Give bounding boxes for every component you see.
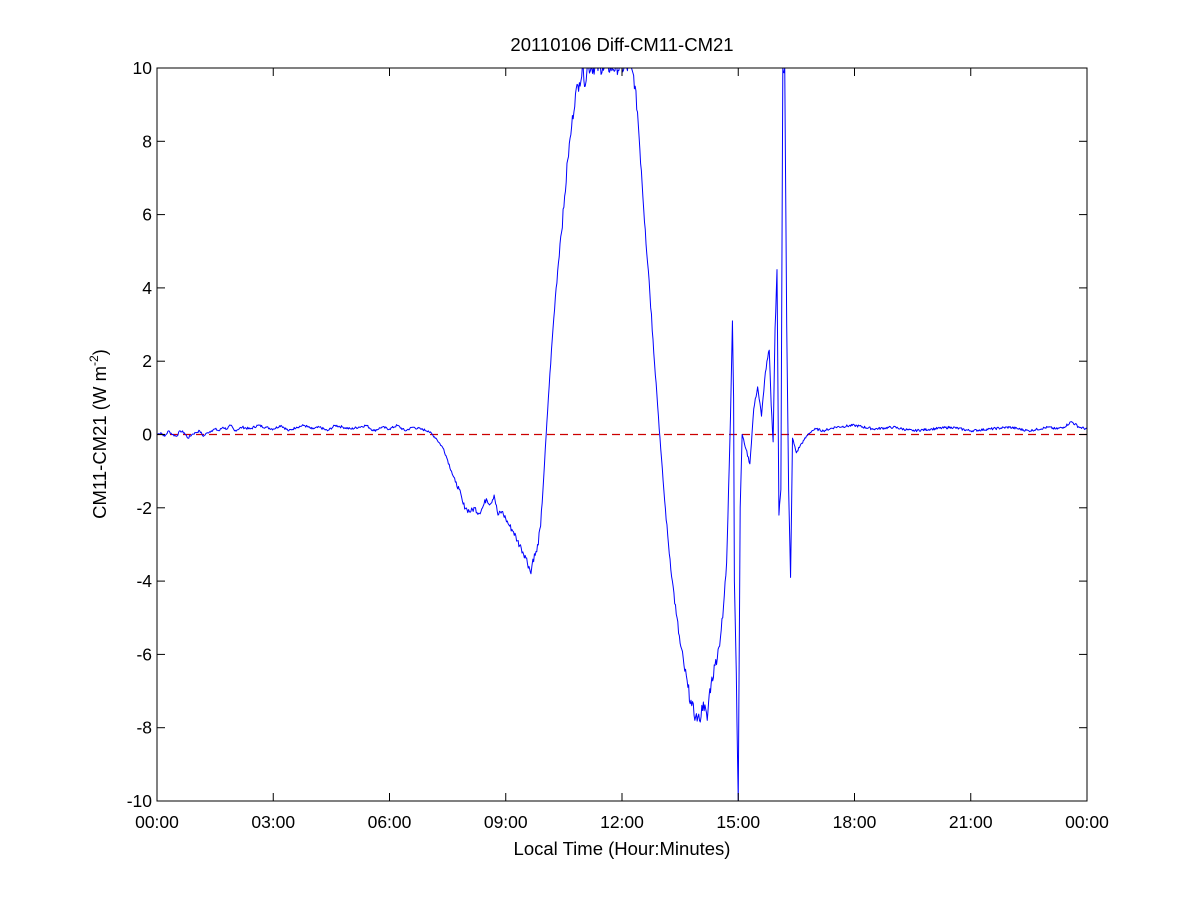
x-tick-label: 00:00 (1065, 812, 1109, 832)
x-tick-label: 18:00 (833, 812, 877, 832)
y-axis-label: CM11-CM21 (W m-2) (87, 349, 110, 519)
y-tick-label: -2 (136, 498, 152, 518)
y-tick-label: 0 (142, 425, 152, 445)
y-tick-label: -8 (136, 718, 152, 738)
x-tick-label: 15:00 (716, 812, 760, 832)
x-tick-label: 03:00 (251, 812, 295, 832)
series-line (157, 68, 1087, 801)
y-tick-label: -6 (136, 644, 152, 664)
x-tick-label: 09:00 (484, 812, 528, 832)
x-tick-label: 00:00 (135, 812, 179, 832)
plot-area (157, 68, 1087, 801)
x-axis-label: Local Time (Hour:Minutes) (514, 838, 731, 859)
y-tick-label: -4 (136, 571, 152, 591)
y-axis-label-main: CM11-CM21 (W m (89, 366, 110, 519)
x-axis-ticks: 00:00 03:00 06:00 09:00 12:00 15:00 18:00 21:00… (135, 68, 1109, 832)
x-tick-label: 21:00 (949, 812, 993, 832)
y-tick-label: -10 (127, 791, 153, 811)
y-tick-label: 2 (142, 351, 152, 371)
y-tick-label: 8 (142, 131, 152, 151)
y-tick-label: 6 (142, 205, 152, 225)
y-axis-label-close: ) (89, 349, 110, 355)
series-layer (157, 68, 1087, 801)
y-axis-ticks: 10 8 6 4 2 0 -2 -4 -6 -8 -10 (127, 58, 1087, 811)
y-axis-label-superscript: -2 (87, 355, 101, 366)
y-tick-label: 4 (142, 278, 152, 298)
x-tick-label: 06:00 (368, 812, 412, 832)
x-tick-label: 12:00 (600, 812, 644, 832)
chart-title: 20110106 Diff-CM11-CM21 (510, 34, 733, 55)
y-tick-label: 10 (133, 58, 153, 78)
